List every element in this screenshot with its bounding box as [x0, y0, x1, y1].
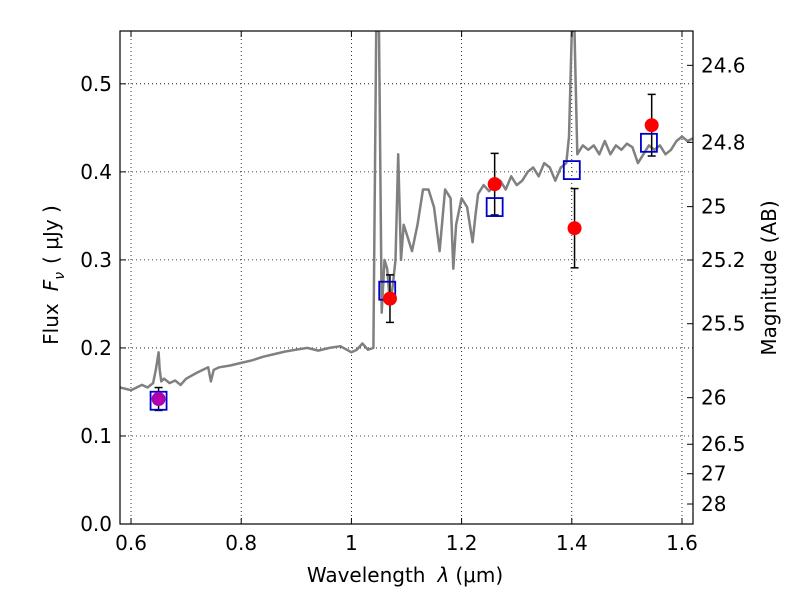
axes-layer: 0.6 0.8 1 1.2 1.4 1.6 0.0 0.1 0.2 0.3 0.4 0.5 24.6 24…	[80, 30, 746, 555]
y2-tick-label: 24.6	[701, 53, 746, 77]
x-tick-label: 0.8	[225, 531, 257, 555]
y-tick-label: 0.3	[80, 248, 112, 272]
plot-frame	[119, 30, 694, 525]
plot-area	[120, 31, 693, 412]
y2-tick-label: 25	[701, 195, 726, 219]
model-photometry-point	[485, 197, 504, 217]
y-tick-label: 0.1	[80, 424, 112, 448]
observed-photometry-point	[382, 291, 397, 306]
y2-tick-label: 26.5	[701, 432, 746, 456]
model-photometry-point	[640, 132, 658, 153]
y2-tick-label: 26	[701, 386, 726, 410]
y-tick-label: 0.5	[80, 72, 112, 96]
x-tick-label: 1.2	[446, 531, 478, 555]
model-photometry-point	[562, 160, 581, 180]
y-tick-label: 0.0	[80, 512, 112, 536]
x-tick-label: 1	[345, 531, 358, 555]
y-tick-label: 0.2	[80, 336, 112, 360]
y2-tick-label: 27	[701, 462, 726, 486]
observed-photometry-point	[487, 177, 502, 192]
x-tick-label: 0.6	[115, 531, 147, 555]
x-tick-label: 1.6	[666, 531, 698, 555]
y2-tick-label: 25.2	[701, 248, 746, 272]
y2-tick-label: 25.5	[701, 312, 746, 336]
observed-photometry-point	[567, 221, 582, 236]
x-tick-label: 1.4	[556, 531, 588, 555]
y-tick-label: 0.4	[80, 160, 112, 184]
observed-photometry-point	[151, 391, 166, 406]
x-axis-label: Wavelength λ (μm)	[307, 563, 503, 587]
y2-axis-label: Magnitude (AB)	[757, 200, 781, 355]
y2-tick-label: 24.8	[701, 130, 746, 154]
model-photometry-point	[149, 390, 168, 411]
observed-photometry-point	[644, 118, 659, 133]
spectrum-line	[120, 31, 693, 392]
y-axis-label: FluxFν( μJy )	[39, 205, 68, 345]
y2-tick-label: 28	[701, 492, 726, 516]
